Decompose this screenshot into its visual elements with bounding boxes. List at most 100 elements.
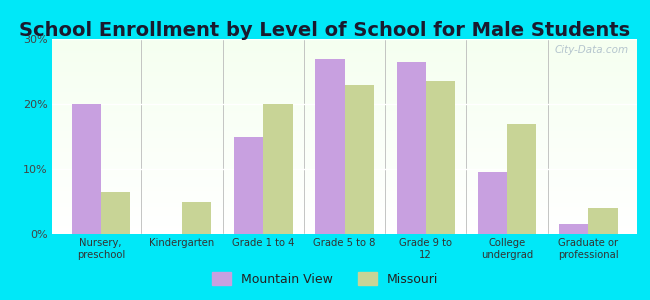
Bar bbox=[52, 152, 637, 154]
Bar bbox=[52, 66, 637, 68]
Bar bbox=[52, 156, 637, 158]
Legend: Mountain View, Missouri: Mountain View, Missouri bbox=[207, 267, 443, 291]
Text: City-Data.com: City-Data.com bbox=[554, 45, 628, 55]
Bar bbox=[52, 90, 637, 92]
Bar bbox=[72, 104, 101, 234]
Bar bbox=[52, 181, 637, 183]
Bar bbox=[52, 95, 637, 98]
Bar bbox=[52, 144, 637, 146]
Bar bbox=[52, 162, 637, 164]
Bar bbox=[263, 104, 292, 234]
Bar bbox=[52, 47, 637, 49]
Bar bbox=[101, 192, 130, 234]
Bar bbox=[52, 82, 637, 84]
Bar bbox=[52, 103, 637, 105]
Bar bbox=[559, 224, 588, 234]
Bar bbox=[52, 150, 637, 152]
Bar bbox=[52, 191, 637, 193]
Bar bbox=[52, 133, 637, 134]
Bar bbox=[52, 205, 637, 207]
Bar bbox=[52, 51, 637, 52]
Bar bbox=[344, 85, 374, 234]
Bar bbox=[52, 117, 637, 119]
Bar bbox=[52, 60, 637, 62]
Bar bbox=[52, 203, 637, 205]
Bar bbox=[52, 172, 637, 173]
Bar bbox=[52, 55, 637, 56]
Bar bbox=[52, 185, 637, 187]
Bar bbox=[52, 98, 637, 100]
Bar bbox=[52, 56, 637, 58]
Bar bbox=[52, 123, 637, 125]
Bar bbox=[52, 68, 637, 70]
Bar bbox=[52, 207, 637, 209]
Bar bbox=[52, 146, 637, 148]
Bar bbox=[52, 176, 637, 177]
Bar bbox=[52, 125, 637, 127]
Bar bbox=[52, 119, 637, 121]
Bar bbox=[52, 111, 637, 113]
Bar bbox=[52, 99, 637, 101]
Bar bbox=[182, 202, 211, 234]
Bar bbox=[52, 58, 637, 61]
Bar bbox=[52, 222, 637, 224]
Bar bbox=[52, 148, 637, 150]
Bar bbox=[52, 220, 637, 222]
Bar bbox=[52, 173, 637, 175]
Bar bbox=[52, 168, 637, 170]
Bar bbox=[52, 49, 637, 51]
Bar bbox=[315, 58, 344, 234]
Bar bbox=[52, 160, 637, 162]
Bar bbox=[52, 166, 637, 168]
Bar bbox=[52, 214, 637, 217]
Bar bbox=[52, 121, 637, 123]
Bar bbox=[52, 164, 637, 166]
Bar bbox=[588, 208, 618, 234]
Bar bbox=[52, 105, 637, 107]
Bar bbox=[52, 45, 637, 47]
Bar bbox=[52, 177, 637, 179]
Bar bbox=[52, 142, 637, 144]
Bar bbox=[52, 212, 637, 214]
Bar bbox=[52, 140, 637, 142]
Bar bbox=[396, 62, 426, 234]
Bar bbox=[52, 80, 637, 82]
Bar bbox=[52, 154, 637, 156]
Bar bbox=[52, 189, 637, 191]
Bar bbox=[52, 218, 637, 220]
Bar bbox=[52, 43, 637, 45]
Bar bbox=[52, 199, 637, 201]
Bar bbox=[52, 138, 637, 140]
Bar bbox=[52, 134, 637, 136]
Bar bbox=[52, 92, 637, 94]
Bar bbox=[52, 76, 637, 78]
Bar bbox=[52, 39, 637, 41]
Bar bbox=[52, 113, 637, 115]
Bar bbox=[52, 195, 637, 197]
Bar bbox=[52, 62, 637, 64]
Bar bbox=[52, 226, 637, 228]
Bar bbox=[52, 201, 637, 203]
Bar bbox=[478, 172, 507, 234]
Bar bbox=[52, 170, 637, 172]
Text: School Enrollment by Level of School for Male Students: School Enrollment by Level of School for… bbox=[20, 21, 630, 40]
Bar bbox=[52, 84, 637, 86]
Bar bbox=[52, 187, 637, 189]
Bar bbox=[507, 124, 536, 234]
Bar bbox=[52, 109, 637, 111]
Bar bbox=[52, 228, 637, 230]
Bar bbox=[52, 74, 637, 76]
Bar bbox=[52, 115, 637, 117]
Bar bbox=[234, 136, 263, 234]
Bar bbox=[52, 224, 637, 226]
Bar bbox=[52, 197, 637, 199]
Bar bbox=[52, 217, 637, 218]
Bar bbox=[52, 101, 637, 103]
Bar bbox=[52, 209, 637, 211]
Bar bbox=[52, 136, 637, 138]
Bar bbox=[52, 64, 637, 66]
Bar bbox=[52, 41, 637, 43]
Bar bbox=[52, 53, 637, 55]
Bar bbox=[52, 230, 637, 232]
Bar bbox=[52, 158, 637, 160]
